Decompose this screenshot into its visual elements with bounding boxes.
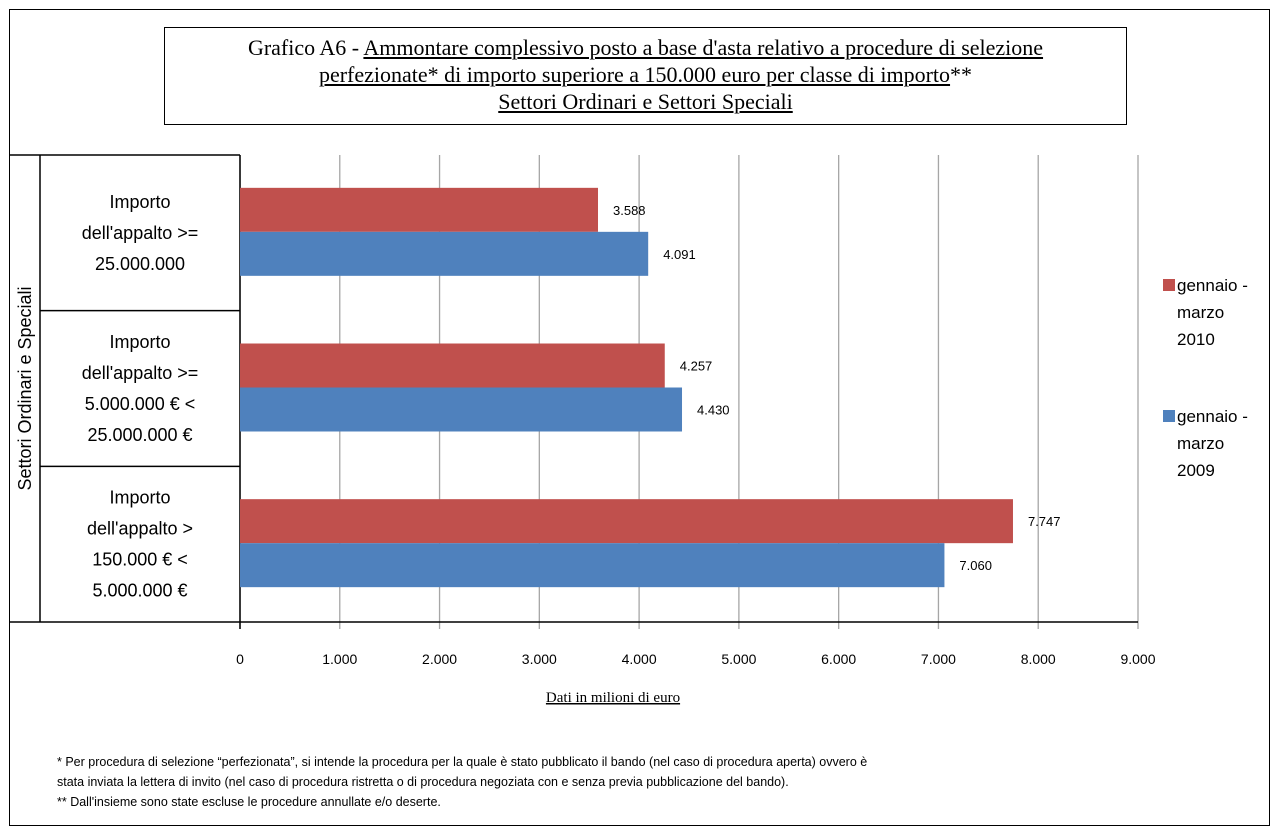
bar <box>240 387 683 432</box>
bar <box>240 187 599 232</box>
data-label: 4.257 <box>680 359 713 374</box>
legend-label: marzo <box>1177 434 1224 453</box>
data-label: 4.430 <box>697 403 730 418</box>
x-tick-label: 8.000 <box>1021 651 1056 667</box>
category-label: dell'appalto >= <box>82 223 199 243</box>
title-main-3: Settori Ordinari e Settori Speciali <box>498 89 793 114</box>
title-main-1: Ammontare complessivo posto a base d'ast… <box>363 35 1044 60</box>
category-label: Importo <box>109 192 170 212</box>
x-tick-label: 9.000 <box>1120 651 1155 667</box>
bar <box>240 343 665 388</box>
category-label: Importo <box>109 488 170 508</box>
title-line-2: perfezionate* di importo superiore a 150… <box>165 61 1126 88</box>
legend-label: gennaio - <box>1177 276 1248 295</box>
data-label: 7.060 <box>959 558 992 573</box>
x-axis-title: Dati in milioni di euro <box>546 690 680 706</box>
legend-label: gennaio - <box>1177 407 1248 426</box>
category-label: 150.000 € < <box>92 550 188 570</box>
category-label: dell'appalto >= <box>82 363 199 383</box>
category-label: 5.000.000 € <box>92 581 187 601</box>
title-main-2: perfezionate* di importo superiore a 150… <box>318 62 951 87</box>
bar <box>240 543 945 588</box>
footnote: * Per procedura di selezione “perfeziona… <box>57 752 1247 812</box>
chart-title-box: Grafico A6 - Ammontare complessivo posto… <box>164 27 1127 125</box>
x-tick-label: 7.000 <box>921 651 956 667</box>
x-tick-label: 2.000 <box>422 651 457 667</box>
x-tick-label: 5.000 <box>721 651 756 667</box>
footnote-line-1: * Per procedura di selezione “perfeziona… <box>57 755 868 769</box>
bar <box>240 499 1013 544</box>
x-tick-label: 1.000 <box>322 651 357 667</box>
title-line-1: Grafico A6 - Ammontare complessivo posto… <box>165 34 1126 61</box>
category-label: 25.000.000 € <box>87 425 192 445</box>
legend-swatch <box>1163 279 1175 291</box>
legend-label: 2010 <box>1177 330 1215 349</box>
legend-label: marzo <box>1177 303 1224 322</box>
title-prefix: Grafico A6 - <box>247 35 364 60</box>
data-label: 7.747 <box>1028 514 1061 529</box>
category-label: dell'appalto > <box>87 519 193 539</box>
data-label: 3.588 <box>613 203 646 218</box>
group-label: Settori Ordinari e Speciali <box>15 286 35 490</box>
footnote-line-2: stata inviata la lettera di invito (nel … <box>57 775 789 789</box>
category-label: 25.000.000 <box>95 254 185 274</box>
footnote-line-3: ** Dall'insieme sono state escluse le pr… <box>57 795 441 809</box>
legend-label: 2009 <box>1177 461 1215 480</box>
data-label: 4.091 <box>663 247 696 262</box>
chart-frame <box>9 9 1270 826</box>
legend-swatch <box>1163 410 1175 422</box>
category-label: 5.000.000 € < <box>85 394 196 414</box>
title-line-3: Settori Ordinari e Settori Speciali <box>165 88 1126 115</box>
x-tick-label: 4.000 <box>622 651 657 667</box>
x-tick-label: 0 <box>236 651 244 667</box>
title-suffix: ** <box>950 62 973 87</box>
category-label: Importo <box>109 332 170 352</box>
x-tick-label: 3.000 <box>522 651 557 667</box>
x-tick-label: 6.000 <box>821 651 856 667</box>
bar <box>240 231 649 276</box>
